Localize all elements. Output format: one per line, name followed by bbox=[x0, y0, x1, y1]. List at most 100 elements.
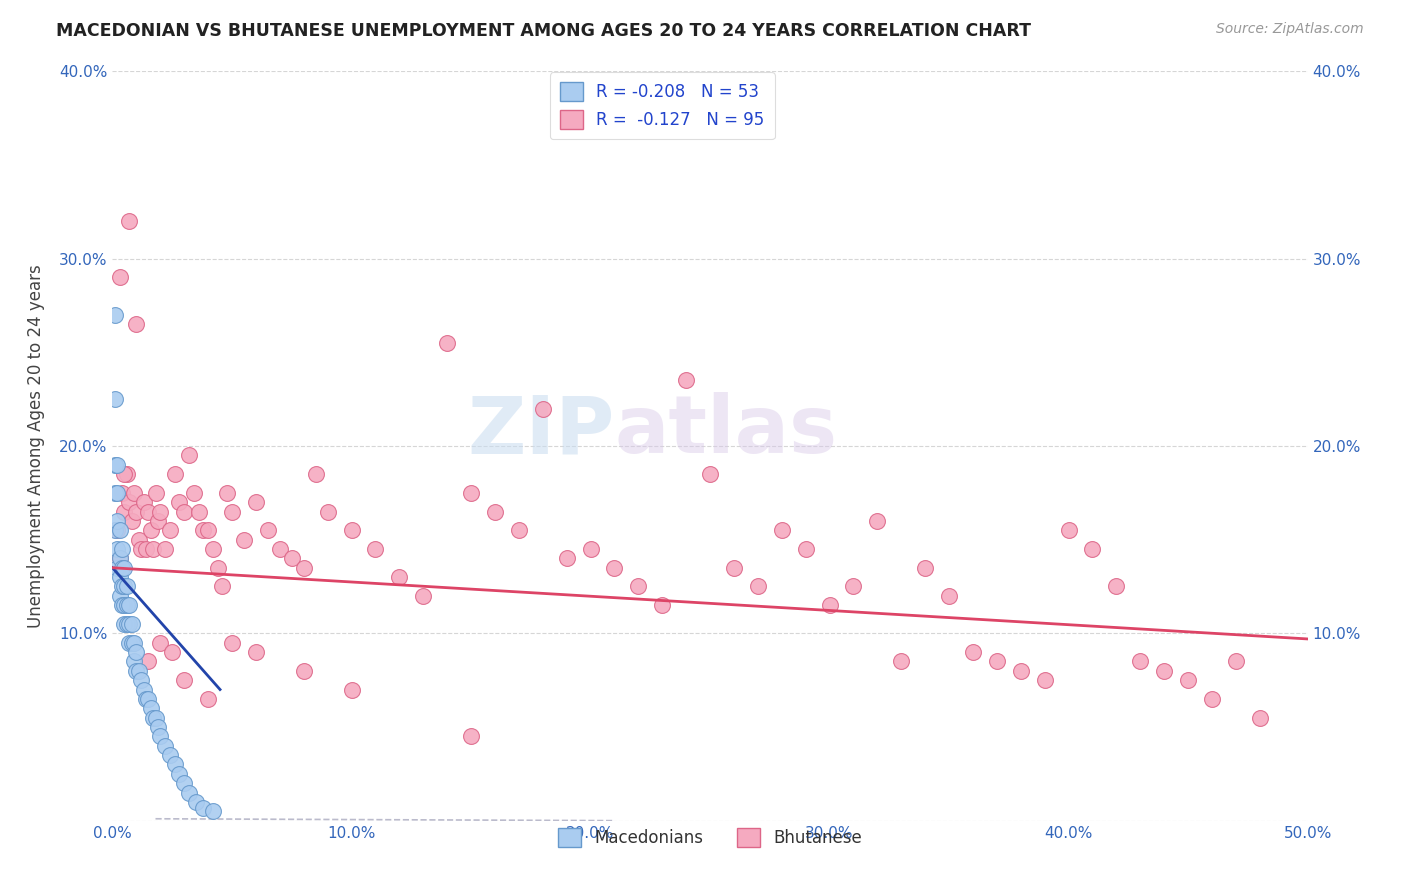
Point bbox=[1249, 710, 1271, 724]
Point bbox=[104, 308, 127, 322]
Point bbox=[364, 542, 387, 557]
Point bbox=[651, 599, 673, 613]
Point bbox=[128, 664, 150, 678]
Point bbox=[139, 524, 162, 538]
Point bbox=[292, 561, 315, 575]
Point bbox=[233, 533, 256, 547]
Point bbox=[412, 589, 434, 603]
Point bbox=[281, 551, 304, 566]
Point bbox=[135, 542, 157, 557]
Point bbox=[145, 486, 167, 500]
Point bbox=[1225, 655, 1247, 669]
Point bbox=[159, 524, 181, 538]
Point bbox=[114, 599, 135, 613]
Point bbox=[145, 710, 167, 724]
Point bbox=[747, 580, 769, 594]
Point bbox=[531, 401, 554, 416]
Point bbox=[579, 542, 602, 557]
Point bbox=[125, 664, 148, 678]
Point bbox=[890, 655, 912, 669]
Point bbox=[105, 561, 128, 575]
Point bbox=[207, 561, 229, 575]
Point bbox=[114, 467, 135, 482]
Point bbox=[111, 561, 134, 575]
Point bbox=[173, 673, 195, 688]
Point bbox=[121, 514, 143, 528]
Point bbox=[149, 635, 172, 649]
Point bbox=[129, 673, 152, 688]
Point bbox=[818, 599, 841, 613]
Point bbox=[675, 374, 697, 388]
Point bbox=[121, 635, 143, 649]
Point bbox=[108, 570, 131, 584]
Point bbox=[146, 720, 169, 734]
Point bbox=[292, 664, 315, 678]
Point bbox=[257, 524, 280, 538]
Point bbox=[866, 514, 889, 528]
Point bbox=[118, 599, 141, 613]
Point bbox=[627, 580, 650, 594]
Point bbox=[122, 486, 145, 500]
Point bbox=[163, 467, 186, 482]
Point bbox=[1033, 673, 1056, 688]
Point bbox=[197, 524, 219, 538]
Point bbox=[173, 505, 195, 519]
Point bbox=[128, 533, 150, 547]
Point bbox=[138, 692, 160, 706]
Point bbox=[221, 505, 243, 519]
Point bbox=[138, 505, 160, 519]
Point bbox=[105, 524, 128, 538]
Point bbox=[163, 757, 186, 772]
Point bbox=[139, 701, 162, 715]
Point bbox=[938, 589, 960, 603]
Point bbox=[104, 458, 127, 472]
Point bbox=[1057, 524, 1080, 538]
Point bbox=[105, 486, 128, 500]
Point bbox=[201, 542, 224, 557]
Point bbox=[111, 580, 134, 594]
Point bbox=[153, 739, 176, 753]
Point bbox=[105, 514, 128, 528]
Point bbox=[153, 542, 176, 557]
Point bbox=[217, 486, 239, 500]
Point bbox=[1201, 692, 1223, 706]
Point bbox=[1010, 664, 1032, 678]
Point bbox=[555, 551, 578, 566]
Point bbox=[118, 214, 141, 228]
Point bbox=[1153, 664, 1175, 678]
Point bbox=[104, 524, 127, 538]
Point bbox=[146, 514, 169, 528]
Point bbox=[245, 495, 267, 509]
Y-axis label: Unemployment Among Ages 20 to 24 years: Unemployment Among Ages 20 to 24 years bbox=[27, 264, 45, 628]
Point bbox=[105, 542, 128, 557]
Point bbox=[340, 682, 363, 697]
Point bbox=[484, 505, 506, 519]
Point bbox=[436, 336, 458, 351]
Point bbox=[1129, 655, 1152, 669]
Point bbox=[508, 524, 530, 538]
Point bbox=[794, 542, 817, 557]
Point bbox=[388, 570, 411, 584]
Text: ZIP: ZIP bbox=[467, 392, 614, 470]
Point bbox=[699, 467, 721, 482]
Point bbox=[723, 561, 745, 575]
Point bbox=[125, 505, 148, 519]
Point bbox=[115, 580, 138, 594]
Point bbox=[114, 505, 135, 519]
Point bbox=[169, 495, 191, 509]
Point bbox=[114, 617, 135, 632]
Point bbox=[118, 495, 141, 509]
Point bbox=[460, 486, 482, 500]
Point bbox=[177, 786, 200, 800]
Point bbox=[842, 580, 865, 594]
Point bbox=[115, 467, 138, 482]
Point bbox=[149, 505, 172, 519]
Point bbox=[104, 392, 127, 407]
Point bbox=[108, 551, 131, 566]
Point bbox=[211, 580, 233, 594]
Point bbox=[111, 599, 134, 613]
Point bbox=[142, 542, 165, 557]
Point bbox=[111, 542, 134, 557]
Point bbox=[115, 599, 138, 613]
Point bbox=[149, 730, 172, 744]
